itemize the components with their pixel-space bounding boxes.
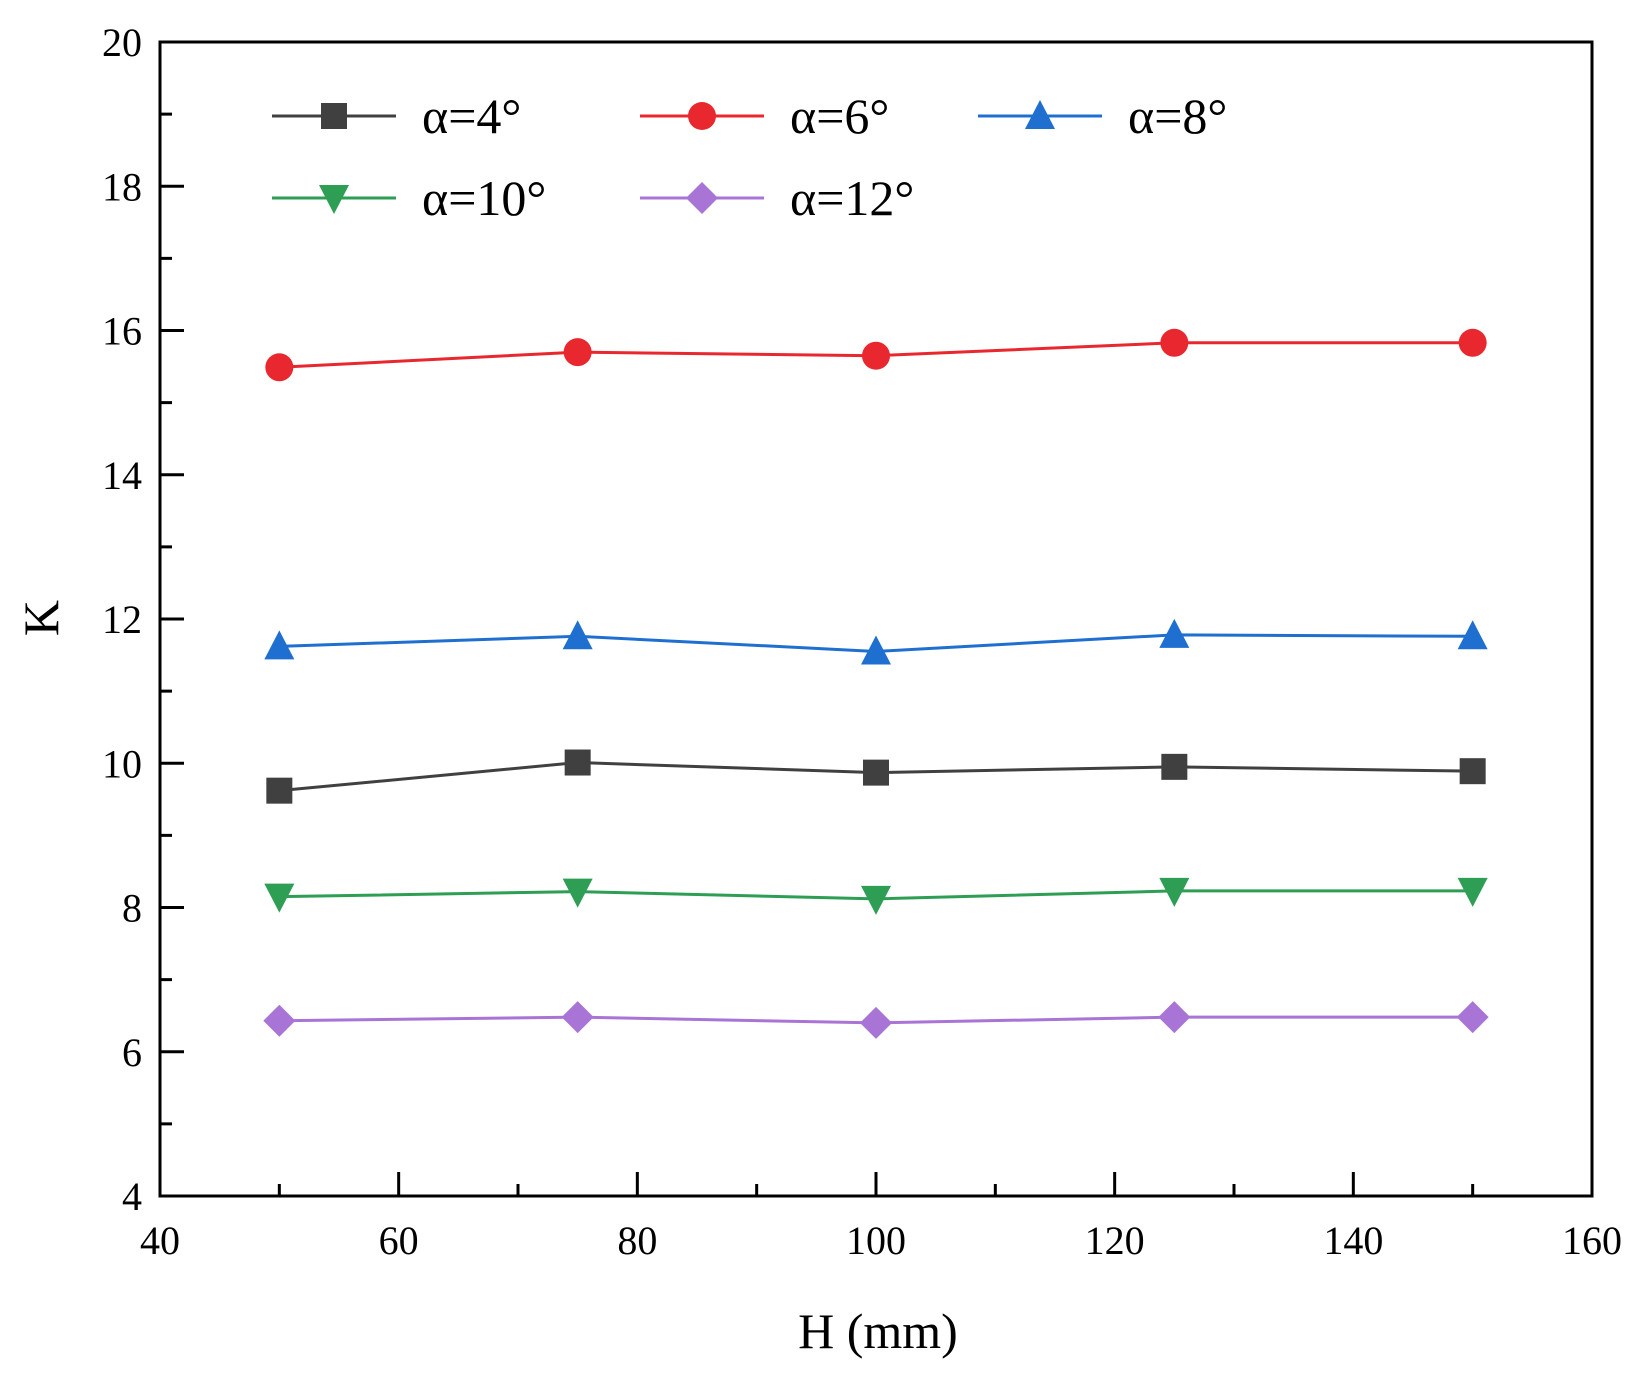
legend-entry: α=10°: [272, 170, 546, 226]
legend-label: α=8°: [1128, 88, 1227, 144]
legend-label: α=12°: [790, 170, 914, 226]
x-tick-label: 160: [1562, 1218, 1622, 1263]
data-point: [264, 883, 295, 913]
axes: 40 60 80 100 120 140 160 4 6 8 10 12 14 16 18 20: [102, 20, 1622, 1263]
data-point: [1456, 1001, 1489, 1034]
y-tick-label: 10: [102, 741, 142, 786]
data-point: [265, 353, 294, 382]
data-point: [1459, 758, 1486, 785]
x-axis-label: H (mm): [798, 1303, 958, 1359]
data-point: [863, 759, 889, 786]
series-layer: [263, 328, 1489, 1039]
legend-marker: [688, 102, 716, 130]
series-5: [263, 1001, 1489, 1039]
legend-entry: α=8°: [978, 88, 1227, 144]
legend-entry: α=4°: [272, 88, 521, 144]
data-point: [1458, 328, 1487, 357]
x-tick-label: 40: [140, 1218, 180, 1263]
y-tick-label: 6: [122, 1030, 142, 1075]
y-tick-label: 12: [102, 597, 142, 642]
legend-label: α=4°: [422, 88, 521, 144]
series-3: [264, 618, 1488, 665]
data-point: [561, 1001, 594, 1034]
legend-marker: [686, 182, 718, 214]
data-point: [1159, 618, 1190, 648]
series-2: [265, 328, 1487, 382]
legend-entry: α=12°: [640, 170, 914, 226]
data-point: [1161, 753, 1188, 780]
y-axis-label: K: [13, 600, 69, 636]
data-point: [1158, 1001, 1191, 1034]
data-point: [1159, 877, 1190, 907]
x-tick-label: 100: [846, 1218, 906, 1263]
data-point: [266, 777, 293, 804]
data-point: [563, 338, 592, 367]
data-point: [562, 878, 593, 908]
legend: α=4° α=6° α=8° α=10° α=12°: [272, 88, 1227, 226]
data-point: [263, 1004, 296, 1037]
series-4: [264, 877, 1488, 915]
data-point: [861, 885, 891, 915]
y-tick-label: 16: [102, 309, 142, 354]
legend-label: α=10°: [422, 170, 546, 226]
x-tick-label: 80: [617, 1218, 657, 1263]
x-tick-label: 120: [1085, 1218, 1145, 1263]
x-tick-label: 60: [379, 1218, 419, 1263]
data-point: [860, 1006, 892, 1039]
x-tick-label: 140: [1323, 1218, 1383, 1263]
data-point: [564, 749, 591, 776]
y-tick-label: 18: [102, 164, 142, 209]
legend-marker: [319, 185, 349, 214]
y-tick-label: 14: [102, 453, 142, 498]
data-point: [562, 620, 593, 650]
series-1: [266, 749, 1486, 804]
data-point: [264, 630, 295, 660]
legend-label: α=6°: [790, 88, 889, 144]
data-point: [1160, 328, 1189, 357]
legend-marker: [321, 103, 347, 129]
data-point: [861, 635, 891, 665]
y-tick-label: 4: [122, 1174, 142, 1219]
legend-entry: α=6°: [640, 88, 889, 144]
legend-marker: [1025, 100, 1055, 129]
y-tick-label: 8: [122, 886, 142, 931]
y-tick-label: 20: [102, 20, 142, 65]
data-point: [1457, 877, 1488, 907]
data-point: [862, 341, 890, 370]
data-point: [1457, 620, 1488, 650]
